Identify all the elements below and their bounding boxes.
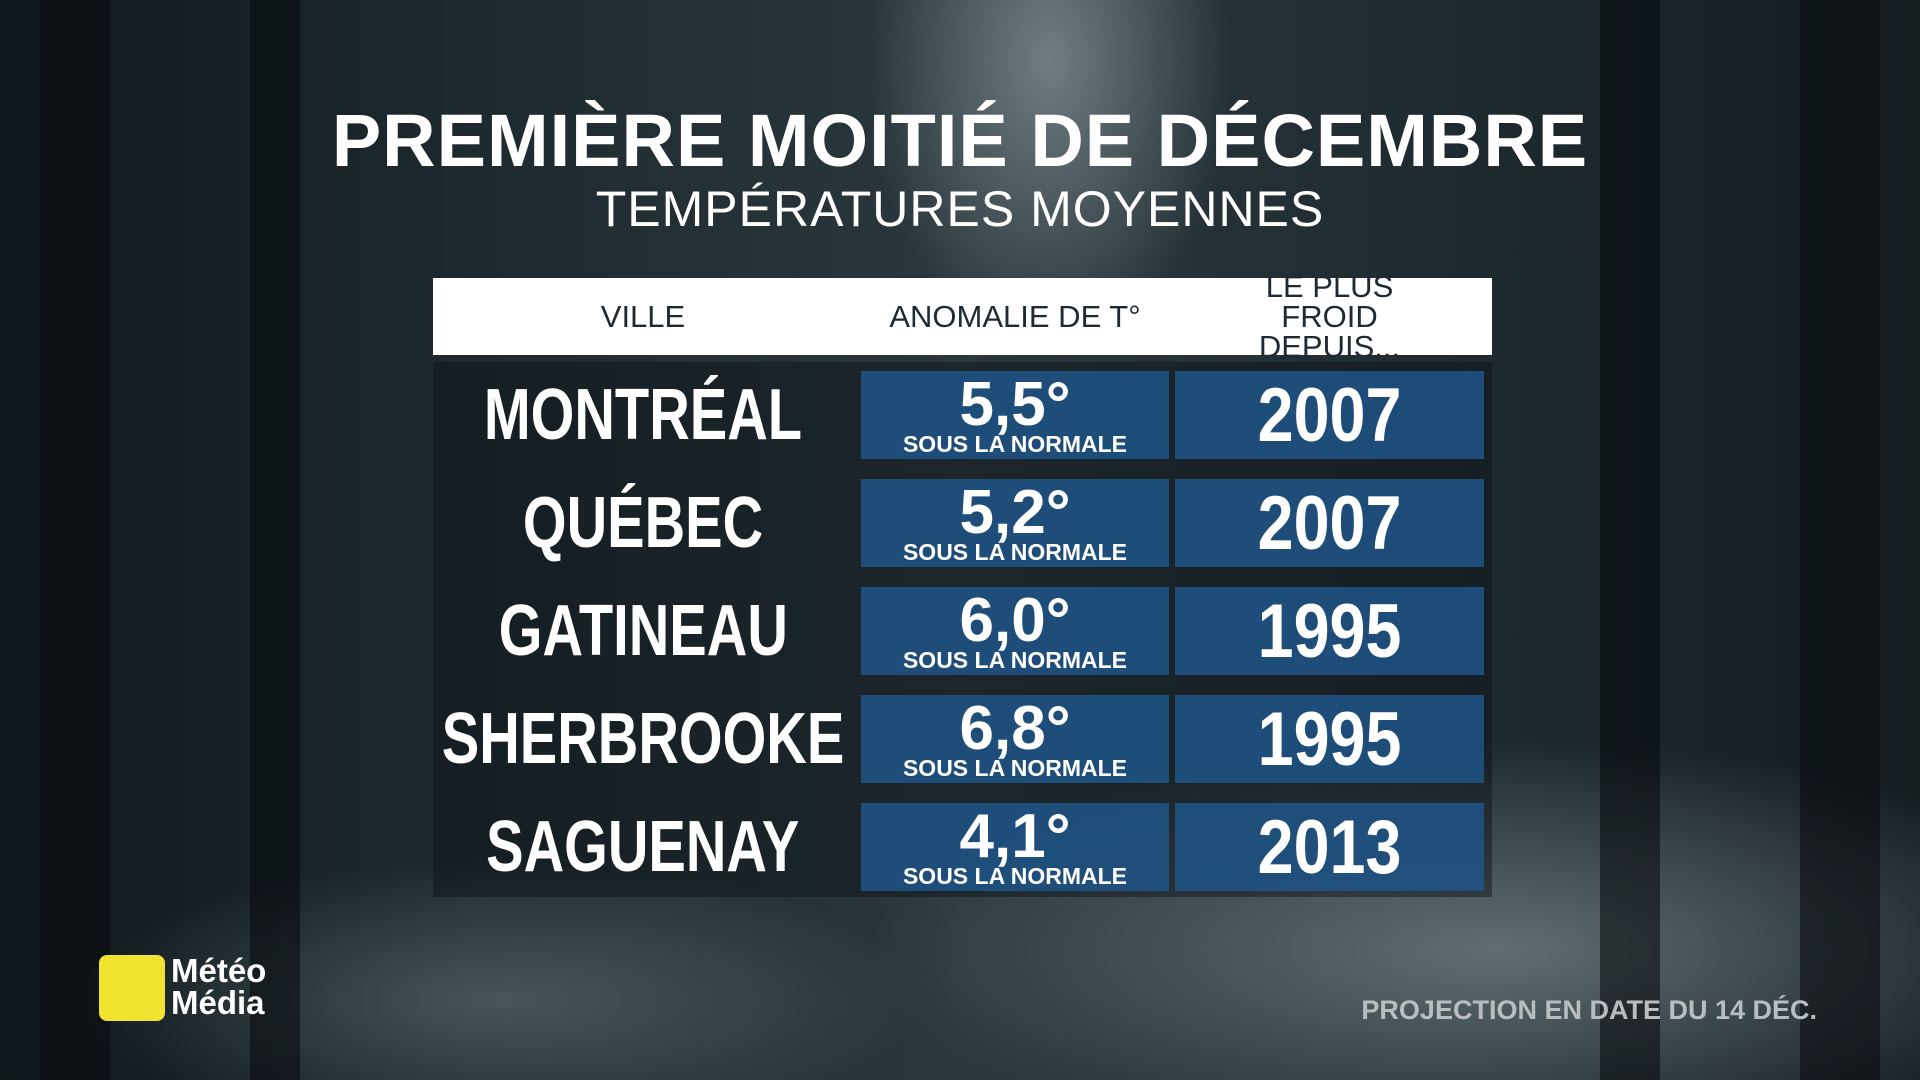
city-cell: MONTRÉAL bbox=[433, 371, 853, 459]
year-value: 1995 bbox=[1257, 588, 1402, 674]
footer-note: PROJECTION EN DATE DU 14 DÉC. bbox=[1361, 995, 1817, 1025]
table-row: MONTRÉAL 5,5° SOUS LA NORMALE 2007 bbox=[433, 370, 1492, 459]
anomaly-cell: 4,1° SOUS LA NORMALE bbox=[861, 802, 1169, 891]
table-row: SAGUENAY 4,1° SOUS LA NORMALE 2013 bbox=[433, 802, 1492, 891]
anomaly-cell: 5,2° SOUS LA NORMALE bbox=[861, 478, 1169, 567]
city-name: MONTRÉAL bbox=[483, 375, 803, 455]
anomaly-value: 5,2° bbox=[959, 478, 1071, 547]
anomaly-cell: 6,8° SOUS LA NORMALE bbox=[861, 694, 1169, 783]
anomaly-note: SOUS LA NORMALE bbox=[902, 539, 1128, 565]
anomaly-value: 4,1° bbox=[959, 802, 1071, 871]
table-row: GATINEAU 6,0° SOUS LA NORMALE 1995 bbox=[433, 586, 1492, 675]
year-value: 2013 bbox=[1257, 804, 1402, 890]
city-cell: GATINEAU bbox=[433, 587, 853, 675]
year-cell: 1995 bbox=[1175, 695, 1484, 783]
header-cell: VILLE bbox=[600, 298, 686, 334]
city-name: SHERBROOKE bbox=[441, 699, 845, 779]
header-cell: LE PLUS FROID DEPUIS... bbox=[1258, 268, 1401, 364]
tree-trunk bbox=[1800, 0, 1880, 1080]
anomaly-cell: 5,5° SOUS LA NORMALE bbox=[861, 370, 1169, 459]
anomaly-cell: 6,0° SOUS LA NORMALE bbox=[861, 586, 1169, 675]
year-cell: 2013 bbox=[1175, 803, 1484, 891]
logo-line: Météo bbox=[171, 952, 267, 989]
year-value: 2007 bbox=[1257, 372, 1402, 458]
anomaly-note: SOUS LA NORMALE bbox=[902, 647, 1128, 673]
header-cell: ANOMALIE DE T° bbox=[889, 298, 1141, 334]
logo-icon bbox=[99, 955, 165, 1021]
subtitle: TEMPÉRATURES MOYENNES bbox=[595, 181, 1325, 237]
tree-trunk bbox=[40, 0, 110, 1080]
city-name: SAGUENAY bbox=[486, 807, 800, 887]
anomaly-value: 6,0° bbox=[959, 586, 1071, 655]
table-row: SHERBROOKE 6,8° SOUS LA NORMALE 1995 bbox=[433, 694, 1492, 783]
city-name: GATINEAU bbox=[498, 591, 788, 671]
table-row: QUÉBEC 5,2° SOUS LA NORMALE 2007 bbox=[433, 478, 1492, 567]
city-cell: SHERBROOKE bbox=[433, 695, 853, 783]
year-value: 1995 bbox=[1257, 696, 1402, 782]
table-header: VILLE ANOMALIE DE T° LE PLUS FROID DEPUI… bbox=[433, 268, 1492, 364]
anomaly-note: SOUS LA NORMALE bbox=[902, 431, 1128, 457]
city-cell: SAGUENAY bbox=[433, 803, 853, 891]
year-cell: 2007 bbox=[1175, 371, 1484, 459]
tree-trunk bbox=[1600, 0, 1660, 1080]
anomaly-note: SOUS LA NORMALE bbox=[902, 755, 1128, 781]
title: PREMIÈRE MOITIÉ DE DÉCEMBRE bbox=[331, 99, 1589, 182]
anomaly-note: SOUS LA NORMALE bbox=[902, 863, 1128, 889]
year-cell: 2007 bbox=[1175, 479, 1484, 567]
city-name: QUÉBEC bbox=[522, 483, 764, 563]
year-value: 2007 bbox=[1257, 480, 1402, 566]
city-cell: QUÉBEC bbox=[433, 479, 853, 567]
logo-line: Média bbox=[171, 984, 265, 1021]
anomaly-value: 5,5° bbox=[959, 370, 1071, 439]
logo: Météo Média bbox=[171, 952, 267, 1021]
tree-trunk bbox=[250, 0, 300, 1080]
anomaly-value: 6,8° bbox=[959, 694, 1071, 763]
year-cell: 1995 bbox=[1175, 587, 1484, 675]
